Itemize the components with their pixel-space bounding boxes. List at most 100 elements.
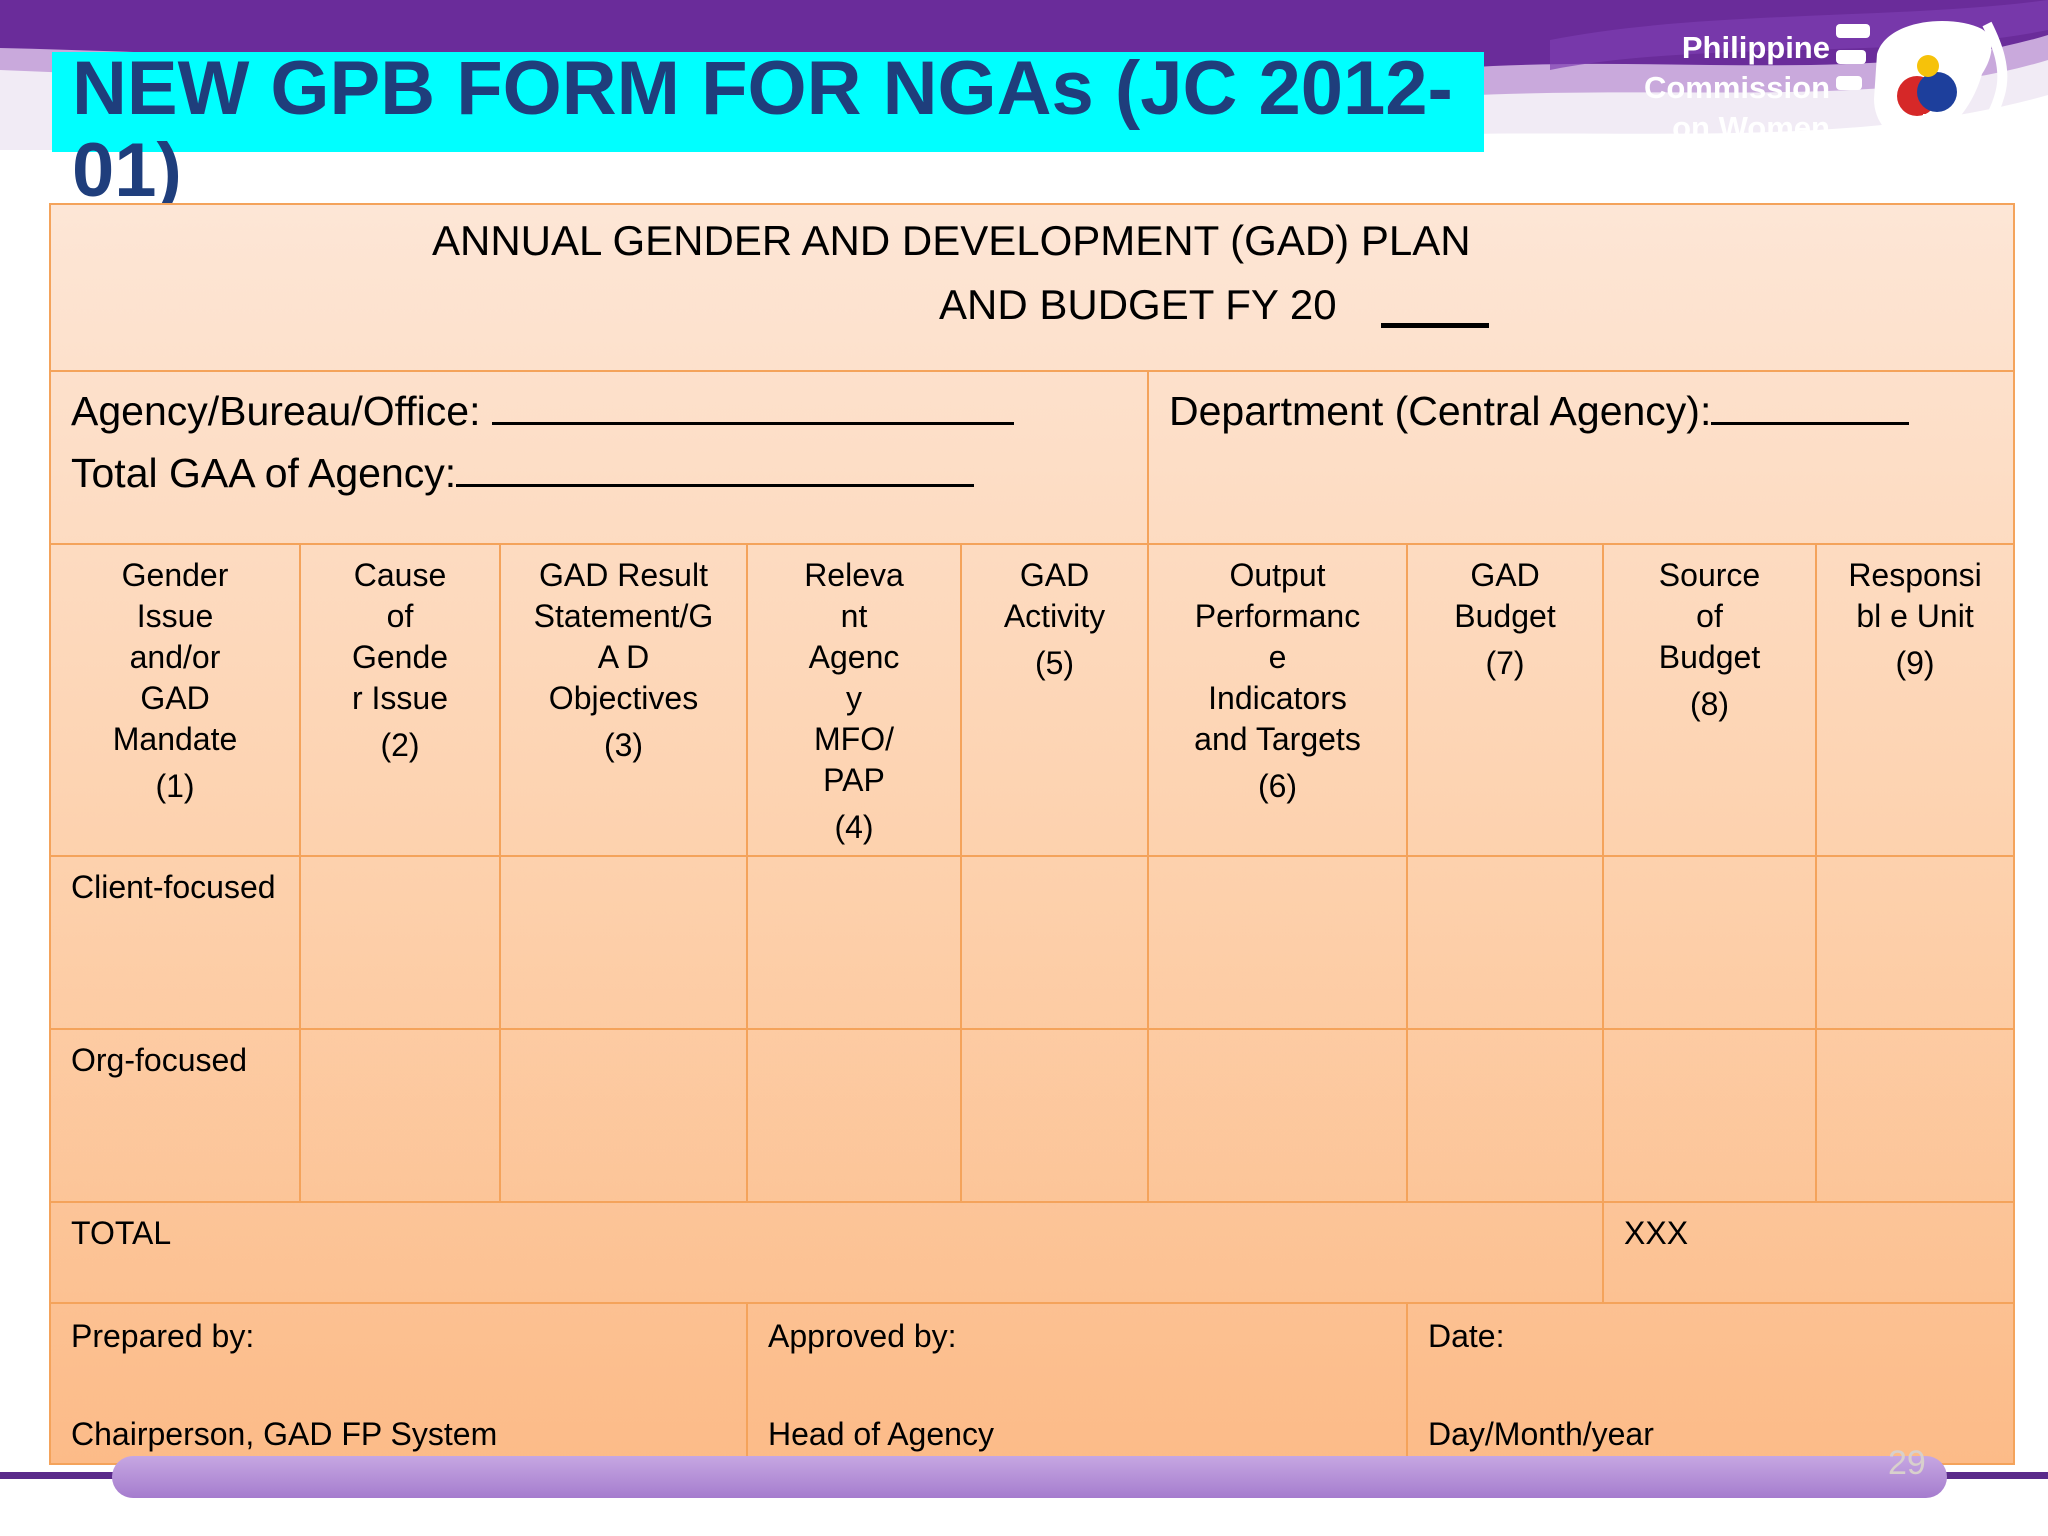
prepared-by-sub: Chairperson, GAD FP System xyxy=(71,1416,498,1452)
column-header-line: e xyxy=(1268,639,1287,675)
column-header-line: of xyxy=(386,598,414,634)
column-header-line: Issue xyxy=(136,598,214,634)
pcw-dove-logo-icon xyxy=(1836,21,2008,164)
column-number: (9) xyxy=(1895,645,1935,681)
client-cell[interactable] xyxy=(1814,855,2016,1030)
plan-title-cell: ANNUAL GENDER AND DEVELOPMENT (GAD) PLAN… xyxy=(48,203,2016,372)
column-header-4: Releva nt Agenc y MFO/PAP (4) xyxy=(746,543,962,857)
date-label: Date: xyxy=(1428,1318,1505,1354)
column-header-line: GAD xyxy=(1470,557,1540,593)
org-cell[interactable] xyxy=(960,1028,1149,1203)
column-number: (3) xyxy=(603,727,644,763)
page-number: 29 xyxy=(1888,1444,1926,1482)
column-header-9: Responsi bl e Unit (9) xyxy=(1814,543,2016,857)
column-header-7: GAD Budget (7) xyxy=(1406,543,1604,857)
client-cell[interactable] xyxy=(960,855,1149,1030)
column-header-line: Source xyxy=(1658,557,1761,593)
column-header-line: bl e Unit xyxy=(1856,598,1974,634)
approved-by-sub: Head of Agency xyxy=(768,1416,994,1452)
column-header-line: A D xyxy=(597,639,650,675)
column-header-line: of xyxy=(1696,598,1723,634)
client-cell[interactable] xyxy=(1147,855,1408,1030)
prepared-by-label: Prepared by: xyxy=(71,1318,255,1354)
column-header-line: y xyxy=(846,680,862,716)
org-cell[interactable] xyxy=(746,1028,962,1203)
column-header-line: Releva xyxy=(804,557,904,593)
client-cell[interactable] xyxy=(499,855,748,1030)
column-header-line: Responsi xyxy=(1848,557,1982,593)
column-header-line: MFO/ xyxy=(814,721,894,757)
total-gaa-blank[interactable] xyxy=(456,446,975,487)
org-cell[interactable] xyxy=(1406,1028,1604,1203)
column-header-line: Cause xyxy=(353,557,447,593)
column-number: (1) xyxy=(155,768,195,804)
total-value: XXX xyxy=(1601,1201,2016,1304)
column-header-5: GAD Activity (5) xyxy=(960,543,1149,857)
column-header-line: and/or xyxy=(129,639,221,675)
org-cell[interactable] xyxy=(1602,1028,1817,1203)
total-gaa-label: Total GAA of Agency: xyxy=(71,450,457,496)
row-org-focused: Org-focused xyxy=(49,1028,301,1203)
org-cell[interactable] xyxy=(1147,1028,1408,1203)
logo-line-2: Commission xyxy=(1643,70,1830,105)
slide-title: NEW GPB FORM FOR NGAs (JC 2012-01) xyxy=(72,46,1453,213)
column-header-6: Output Performanc e Indicators and Targets (6… xyxy=(1147,543,1408,857)
client-cell[interactable] xyxy=(1602,855,1817,1030)
column-header-3: GAD Result Statement/G A D Objectives (3) xyxy=(499,543,748,857)
column-header-line: Performanc xyxy=(1194,598,1361,634)
column-header-line: nt xyxy=(840,598,868,634)
column-header-line: Objectives xyxy=(548,680,699,716)
column-number: (5) xyxy=(1034,645,1075,681)
column-header-line: PAP xyxy=(823,762,885,798)
column-header-line: Statement/G xyxy=(533,598,714,634)
column-number: (8) xyxy=(1689,686,1730,722)
column-number: (2) xyxy=(380,727,420,763)
footer-bar xyxy=(112,1456,1947,1498)
total-label: TOTAL xyxy=(49,1201,1604,1304)
department-cell: Department (Central Agency): xyxy=(1146,370,2016,545)
date-cell: Date: Day/Month/year xyxy=(1405,1302,2016,1465)
column-number: (4) xyxy=(834,809,874,845)
column-header-1: Gender Issue and/or GAD Mandate (1) xyxy=(49,543,301,857)
plan-title-line-2: AND BUDGET FY 20 xyxy=(939,281,1337,328)
column-header-line: Budget xyxy=(1454,598,1556,634)
column-header-line: and Targets xyxy=(1194,721,1361,757)
column-header-line: Agenc xyxy=(808,639,900,675)
approved-by-cell: Approved by: Head of Agency xyxy=(746,1302,1408,1465)
agency-info-cell: Agency/Bureau/Office: Total GAA of Agenc… xyxy=(49,370,1149,545)
column-header-line: Gende xyxy=(351,639,449,675)
logo-line-3: on Women xyxy=(1672,110,1830,145)
department-blank[interactable] xyxy=(1711,384,1910,425)
approved-by-label: Approved by: xyxy=(768,1318,957,1354)
column-header-line: Activity xyxy=(1003,598,1106,634)
column-header-line: Output xyxy=(1229,557,1326,593)
column-header-line: r Issue xyxy=(351,680,449,716)
client-cell[interactable] xyxy=(1406,855,1604,1030)
column-header-line: GAD Result xyxy=(539,557,708,593)
row-client-focused: Client-focused xyxy=(49,855,301,1030)
client-cell[interactable] xyxy=(299,855,501,1030)
gad-plan-form: ANNUAL GENDER AND DEVELOPMENT (GAD) PLAN… xyxy=(48,203,2016,1465)
logo-line-1: Philippine xyxy=(1681,30,1830,65)
column-header-2: Cause of Gende r Issue (2) xyxy=(299,543,501,857)
department-label: Department (Central Agency): xyxy=(1169,388,1712,434)
agency-blank[interactable] xyxy=(491,384,1014,425)
org-cell[interactable] xyxy=(499,1028,748,1203)
column-header-line: GAD xyxy=(1019,557,1090,593)
fiscal-year-blank[interactable] xyxy=(1381,323,1489,328)
plan-title-line-1: ANNUAL GENDER AND DEVELOPMENT (GAD) PLAN xyxy=(432,217,1471,264)
column-number: (7) xyxy=(1485,645,1525,681)
prepared-by-cell: Prepared by: Chairperson, GAD FP System xyxy=(49,1302,748,1465)
column-header-line: Mandate xyxy=(112,721,238,757)
column-header-line: Gender xyxy=(121,557,229,593)
agency-label: Agency/Bureau/Office: xyxy=(71,388,481,434)
client-cell[interactable] xyxy=(746,855,962,1030)
date-sub: Day/Month/year xyxy=(1428,1416,1654,1452)
column-number: (6) xyxy=(1257,768,1298,804)
org-cell[interactable] xyxy=(1814,1028,2016,1203)
column-header-8: Source of Budget (8) xyxy=(1602,543,1817,857)
pcw-logo-text: Philippine Commission on Women xyxy=(1560,28,1830,148)
column-header-line: Indicators xyxy=(1208,680,1347,716)
org-cell[interactable] xyxy=(299,1028,501,1203)
